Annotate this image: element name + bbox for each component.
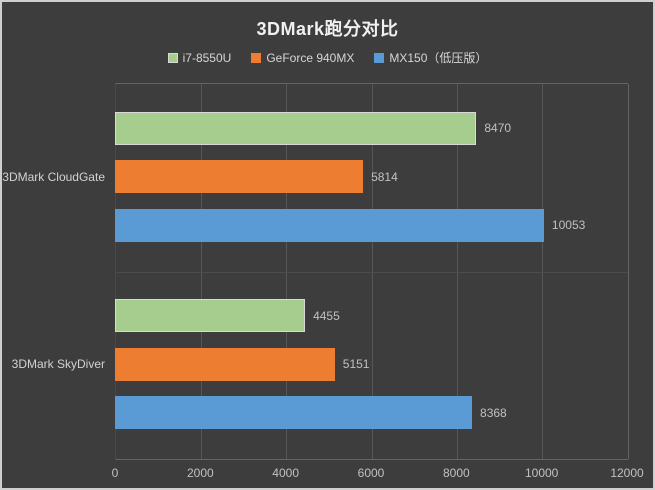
legend-item-geforce-940mx: GeForce 940MX — [251, 51, 354, 65]
x-tick-label: 8000 — [442, 466, 470, 480]
legend-item-i7-8550u: i7-8550U — [167, 50, 232, 65]
bar-value-label: 8470 — [484, 121, 512, 136]
legend-swatch-orange — [251, 52, 262, 63]
legend-label: GeForce 940MX — [266, 50, 355, 65]
x-tick-label: 6000 — [357, 466, 385, 480]
bar-value-label: 8368 — [480, 405, 507, 420]
x-tick-label: 10000 — [524, 466, 559, 480]
x-tick-label: 4000 — [272, 466, 300, 480]
bar-s0-c1 — [115, 299, 306, 333]
category-label: 3DMark SkyDiver — [11, 357, 105, 372]
bar-s0-c0 — [115, 111, 477, 145]
chart-legend: i7-8550U GeForce 940MX MX150（低压版） — [2, 49, 653, 66]
legend-swatch-green — [167, 52, 178, 63]
x-tick-label: 0 — [111, 466, 119, 480]
legend-label: MX150（低压版） — [389, 51, 488, 65]
x-tick-label: 12000 — [610, 466, 644, 480]
bar-s1-c1 — [115, 347, 335, 381]
bar-value-label: 5151 — [342, 357, 370, 372]
bar-value-label: 4455 — [313, 308, 340, 323]
bar-value-label: 5814 — [371, 169, 398, 184]
bar-value-label: 10053 — [551, 218, 586, 233]
category-label: 3DMark CloudGate — [2, 169, 105, 184]
x-tick-label: 2000 — [186, 466, 214, 480]
bar-s2-c0 — [115, 208, 544, 242]
chart-title: 3DMark跑分对比 — [256, 19, 399, 39]
plot-area — [115, 83, 629, 460]
bar-s1-c0 — [115, 160, 364, 194]
category-divider — [116, 271, 628, 273]
legend-item-mx150: MX150（低压版） — [374, 49, 487, 66]
gridline-12000 — [627, 84, 629, 459]
bar-s2-c1 — [115, 396, 473, 430]
legend-label: i7-8550U — [182, 50, 232, 65]
legend-swatch-blue — [374, 52, 385, 63]
